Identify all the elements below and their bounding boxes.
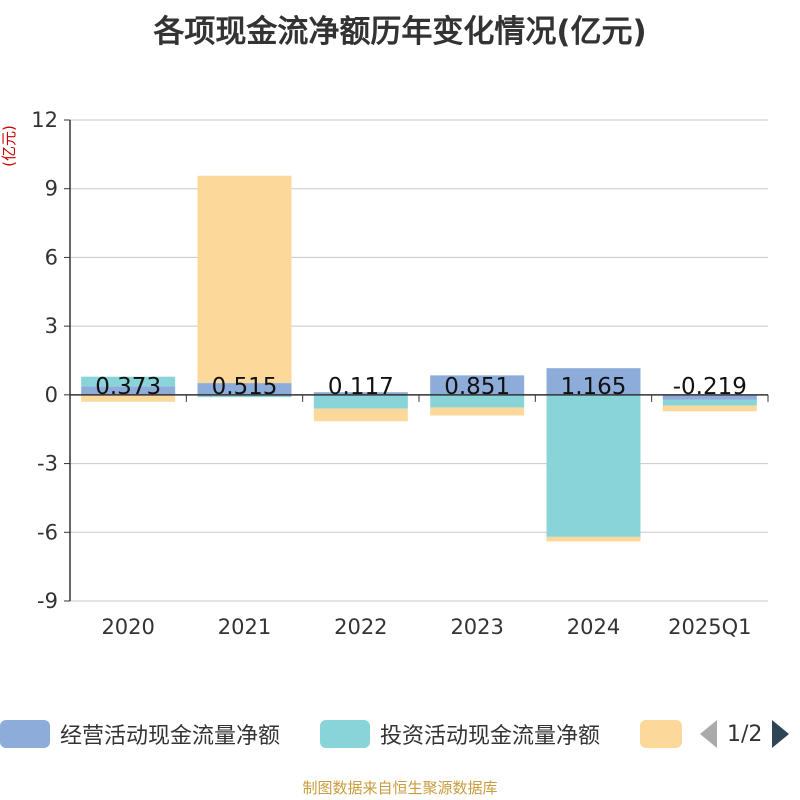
x-tick-label: 2021 <box>218 615 271 639</box>
data-label-2025Q1: -0.219 <box>673 374 747 400</box>
bar-2024-s2[interactable] <box>546 536 641 542</box>
y-tick-label: 9 <box>45 177 58 201</box>
legend-item-investing[interactable]: 投资活动现金流量净额 <box>320 714 600 754</box>
y-tick-label: 0 <box>45 383 58 407</box>
data-label-2022: 0.117 <box>328 374 394 400</box>
bar-2022-s2[interactable] <box>313 408 408 422</box>
x-tick-label: 2024 <box>567 615 620 639</box>
bar-2021-s0[interactable] <box>197 383 292 395</box>
legend-label-investing: 投资活动现金流量净额 <box>380 724 601 749</box>
x-tick-label: 2025Q1 <box>668 615 751 639</box>
bar-2024-s1[interactable] <box>546 394 641 537</box>
y-axis-label: (亿元) <box>0 125 18 167</box>
data-label-2024: 1.165 <box>561 374 627 400</box>
y-tick-label: -6 <box>37 520 58 544</box>
source-footer: 制图数据来自恒生聚源数据库 <box>302 779 498 797</box>
bar-2023-s1[interactable] <box>430 394 525 408</box>
y-tick-label: 12 <box>31 108 58 132</box>
data-labels: 0.373 0.515 0.117 0.851 1.165 -0.219 <box>95 374 747 400</box>
x-tick-label: 2023 <box>450 615 503 639</box>
bar-2023-s0[interactable] <box>430 375 525 395</box>
bars <box>81 175 757 542</box>
legend-item-operating[interactable]: 经营活动现金流量净额 <box>0 714 280 754</box>
axes: 12 9 6 3 0 -3 -6 -9 2020 2021 2022 2023 2024 2025Q1 <box>31 108 769 639</box>
bar-2025Q1-s1[interactable] <box>662 399 757 406</box>
y-tick-label: 3 <box>45 314 58 338</box>
bar-2022-s0[interactable] <box>313 392 408 395</box>
pager-text: 1/2 <box>727 721 763 747</box>
gridlines <box>70 119 768 602</box>
x-tick-label: 2022 <box>334 615 387 639</box>
legend: 经营活动现金流量净额 投资活动现金流量净额 1/2 <box>0 714 800 754</box>
y-tick-label: 6 <box>45 245 58 269</box>
y-tick-label: -3 <box>37 452 58 476</box>
legend-pager: 1/2 <box>700 714 790 754</box>
data-label-2023: 0.851 <box>444 374 510 400</box>
bar-2020-s2[interactable] <box>81 394 176 402</box>
legend-swatch-investing <box>320 720 370 748</box>
bar-2022-s1[interactable] <box>313 394 408 409</box>
pager-prev-icon[interactable] <box>700 720 717 748</box>
bar-2024-s0[interactable] <box>546 368 641 395</box>
bar-2025Q1-s2[interactable] <box>662 405 757 412</box>
legend-item-third[interactable] <box>640 714 682 754</box>
data-label-2021: 0.515 <box>212 374 278 400</box>
chart-title: 各项现金流净额历年变化情况(亿元) <box>153 14 647 50</box>
bar-2020-s0[interactable] <box>81 386 176 395</box>
y-tick-label: -9 <box>37 589 58 613</box>
legend-label-operating: 经营活动现金流量净额 <box>60 724 281 749</box>
legend-swatch-third <box>640 720 682 748</box>
bar-2021-s2[interactable] <box>197 175 292 384</box>
bar-2023-s2[interactable] <box>430 407 525 416</box>
data-label-2020: 0.373 <box>95 374 161 400</box>
legend-swatch-operating <box>0 720 50 748</box>
bar-2021-s1[interactable] <box>197 394 292 398</box>
pager-next-icon[interactable] <box>772 720 790 748</box>
x-tick-label: 2020 <box>101 615 154 639</box>
bar-2020-s1[interactable] <box>81 376 176 387</box>
bar-2025Q1-s0[interactable] <box>662 394 757 400</box>
